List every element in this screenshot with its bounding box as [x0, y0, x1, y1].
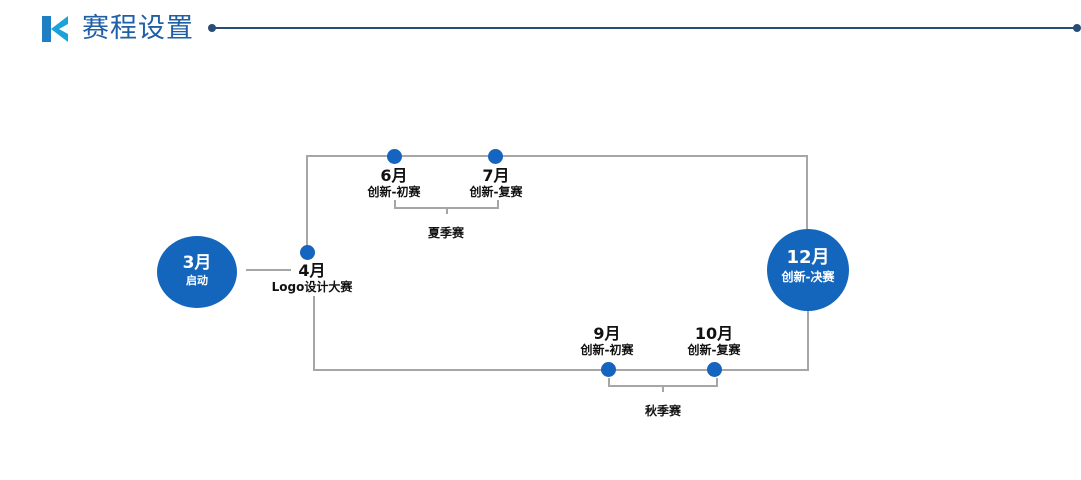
path-top [306, 155, 808, 157]
milestone-dot-jul [488, 149, 503, 164]
milestone-dot-sep [601, 362, 616, 377]
final-label: 创新-决赛 [781, 270, 835, 284]
page-title: 赛程设置 [82, 13, 194, 44]
path-left-upper [306, 155, 308, 255]
header-rule-left-dot [208, 24, 216, 32]
start-month: 3月 [182, 253, 212, 273]
summer-bracket-tick [446, 207, 448, 214]
start-node: 3月 启动 [157, 236, 237, 308]
connector-start [246, 269, 291, 271]
milestone-apr: 4月 Logo设计大赛 [262, 261, 362, 295]
header: 赛程设置 [0, 0, 1081, 60]
milestone-month: 9月 [593, 324, 621, 343]
start-label: 启动 [186, 274, 208, 287]
milestone-label: Logo设计大赛 [271, 280, 353, 294]
milestone-label: 创新-初赛 [580, 343, 634, 357]
milestone-month: 7月 [482, 166, 510, 185]
autumn-season-label: 秋季赛 [644, 404, 681, 418]
final-node: 12月 创新-决赛 [767, 229, 849, 311]
milestone-month: 4月 [298, 261, 326, 280]
k-logo-icon [42, 16, 68, 42]
milestone-label: 创新-初赛 [367, 185, 421, 199]
summer-season-label: 夏季赛 [427, 226, 464, 240]
path-left-lower [313, 296, 315, 371]
milestone-jul: 7月 创新-复赛 [456, 166, 536, 200]
autumn-bracket-tick [662, 385, 664, 392]
path-right-upper [806, 155, 808, 235]
milestone-jun: 6月 创新-初赛 [354, 166, 434, 200]
path-bottom [313, 369, 809, 371]
milestone-dot-apr [300, 245, 315, 260]
milestone-sep: 9月 创新-初赛 [567, 324, 647, 358]
final-month: 12月 [786, 247, 830, 268]
milestone-label: 创新-复赛 [469, 185, 523, 199]
milestone-dot-oct [707, 362, 722, 377]
milestone-label: 创新-复赛 [687, 343, 741, 357]
header-rule [214, 27, 1076, 29]
path-right-lower [807, 308, 809, 371]
milestone-oct: 10月 创新-复赛 [674, 324, 754, 358]
milestone-dot-jun [387, 149, 402, 164]
milestone-month: 10月 [694, 324, 734, 343]
header-rule-right-dot [1073, 24, 1081, 32]
milestone-month: 6月 [380, 166, 408, 185]
